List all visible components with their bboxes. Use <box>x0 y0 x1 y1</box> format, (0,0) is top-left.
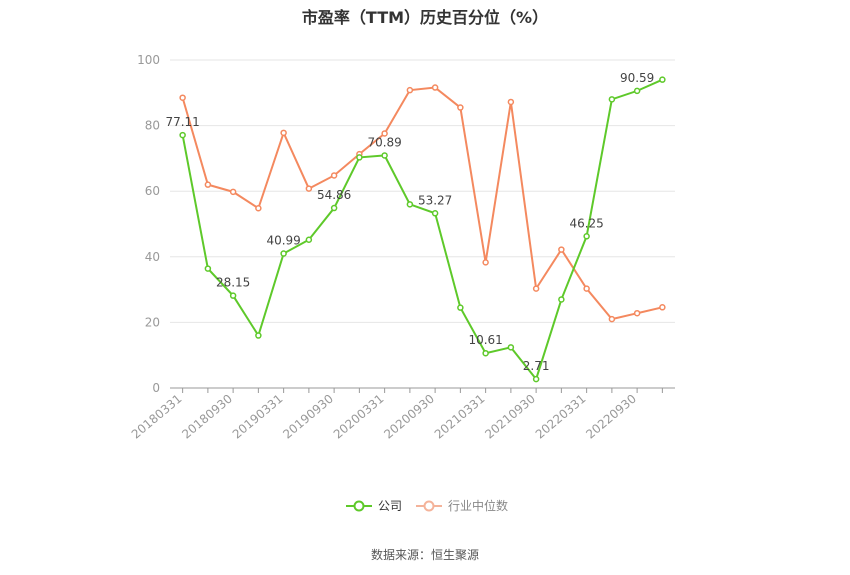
legend: 公司 行业中位数 <box>346 497 522 514</box>
industry-median-data-point <box>633 309 641 317</box>
data-label: 10.61 <box>468 333 502 347</box>
y-tick-label: 0 <box>152 381 160 395</box>
data-label: 54.86 <box>317 188 351 202</box>
industry-median-data-point <box>255 205 262 212</box>
legend-industry-icon <box>416 500 443 511</box>
x-tick-label: 20180331 <box>129 392 185 442</box>
industry-median-data-point <box>330 172 338 179</box>
company-data-point <box>204 265 212 272</box>
industry-median-data-point <box>558 246 565 253</box>
company-data-point <box>179 131 186 139</box>
company-data-point <box>305 236 313 243</box>
company-data-point <box>406 201 414 208</box>
legend-item-company[interactable]: 公司 <box>346 497 402 514</box>
data-labels: 77.11 28.15 40.99 54.86 70.89 53.27 10.61 2.71 4… <box>165 71 654 373</box>
industry-median-data-point <box>482 259 489 266</box>
company-data-point <box>507 344 515 351</box>
industry-median-data-point <box>659 304 666 311</box>
legend-item-industry-median[interactable]: 行业中位数 <box>416 497 508 514</box>
data-label: 53.27 <box>418 193 452 207</box>
x-tick-label: 20190331 <box>230 392 286 442</box>
y-tick-label: 80 <box>145 119 160 133</box>
company-data-point <box>532 375 540 383</box>
legend-industry-label: 行业中位数 <box>448 499 509 513</box>
industry-median-data-point <box>280 129 287 137</box>
industry-median-data-point <box>457 104 464 111</box>
legend-company-icon <box>346 500 372 511</box>
grid-lines <box>170 59 675 323</box>
industry-median-data-point <box>204 181 212 188</box>
industry-median-data-point <box>305 185 313 192</box>
data-label: 40.99 <box>266 234 300 248</box>
industry-median-data-point <box>406 86 414 94</box>
y-tick-label: 40 <box>145 250 160 264</box>
industry-median-data-point <box>507 98 515 106</box>
x-tick-label: 20200331 <box>331 392 387 442</box>
y-axis: 0 20 40 60 80 100 <box>137 53 160 395</box>
industry-median-data-point <box>431 84 439 91</box>
company-data-point <box>381 152 388 159</box>
y-tick-label: 20 <box>145 315 160 329</box>
legend-company-label: 公司 <box>378 499 403 513</box>
company-data-point <box>608 96 616 103</box>
x-tick-label: 20200930 <box>381 392 437 442</box>
chart-title: 市盈率（TTM）历史百分位（%） <box>301 8 549 27</box>
company-data-point <box>633 87 641 95</box>
company-data-point <box>356 154 363 161</box>
industry-median-series-line <box>181 86 663 321</box>
x-tick-label: 20180930 <box>179 392 235 442</box>
y-tick-label: 100 <box>137 53 160 67</box>
data-label: 46.25 <box>569 216 603 230</box>
x-tick-label: 20220331 <box>533 392 589 442</box>
data-source: 数据来源：恒生聚源 <box>370 548 479 562</box>
company-data-point <box>482 349 489 357</box>
industry-median-data-point <box>381 130 388 137</box>
data-label: 2.71 <box>523 359 550 373</box>
data-label: 77.11 <box>165 115 199 129</box>
company-series-line <box>181 78 663 382</box>
industry-median-data-point <box>229 188 237 196</box>
data-label: 70.89 <box>367 135 401 149</box>
industry-median-data-point <box>179 94 186 101</box>
company-data-point <box>330 204 338 212</box>
industry-median-data-point <box>608 315 616 323</box>
company-data-point <box>431 210 439 217</box>
company-data-point <box>255 332 262 339</box>
x-tick-label: 20220930 <box>583 392 639 442</box>
industry-median-data-point <box>532 285 540 292</box>
x-tick-label: 20210930 <box>482 392 538 442</box>
company-data-point <box>280 250 287 257</box>
y-tick-label: 60 <box>145 184 160 198</box>
series-lines <box>179 76 666 383</box>
data-label: 28.15 <box>216 276 250 290</box>
company-data-point <box>659 76 666 83</box>
company-data-point <box>229 292 237 299</box>
x-axis: 2018033120180930201903312019093020200331… <box>129 387 675 442</box>
industry-median-data-point <box>583 285 590 292</box>
x-tick-label: 20190930 <box>280 392 336 442</box>
company-data-point <box>558 296 565 303</box>
data-label: 90.59 <box>620 71 654 85</box>
x-tick-label: 20210331 <box>432 392 488 442</box>
company-data-point <box>457 304 464 311</box>
company-data-point <box>583 233 590 240</box>
